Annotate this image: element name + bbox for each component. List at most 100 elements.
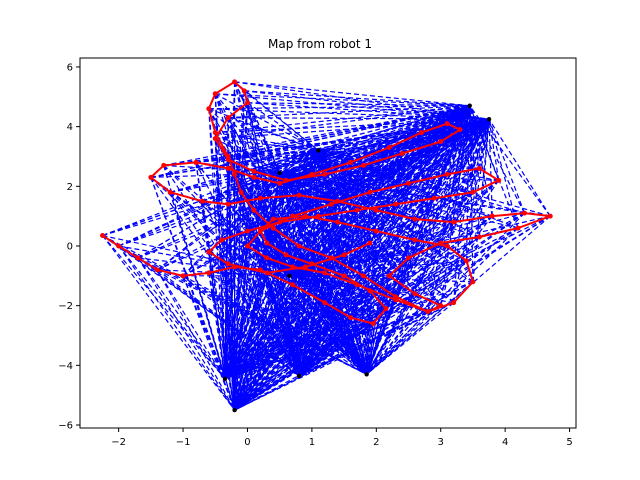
observation-edge	[221, 239, 290, 277]
observation-edge	[224, 198, 261, 379]
landmark-point	[232, 407, 237, 413]
trajectory-point	[161, 162, 167, 168]
observation-edge	[318, 149, 435, 199]
observation-edge	[318, 149, 551, 217]
observation-edge	[224, 272, 268, 379]
observation-edge	[298, 266, 307, 376]
observation-edge	[253, 209, 290, 277]
trajectory-point	[383, 306, 389, 312]
y-tick-label: 4	[67, 122, 73, 133]
observation-edge	[395, 105, 471, 205]
trajectory-point	[412, 291, 418, 297]
observation-edge	[247, 118, 490, 247]
observation-edge	[215, 93, 470, 107]
observation-edge	[279, 172, 499, 181]
trajectory-point	[277, 219, 283, 225]
trajectory-point	[290, 264, 296, 270]
observation-edge	[289, 275, 396, 301]
observation-edge	[170, 149, 319, 193]
observation-edge	[247, 102, 319, 151]
trajectory-point	[225, 165, 231, 171]
trajectory-point	[296, 243, 302, 249]
trajectory-point	[373, 228, 379, 234]
observation-edge	[227, 105, 471, 265]
observation-edge	[375, 105, 471, 211]
observation-edge	[195, 161, 280, 174]
observation-edge	[227, 105, 470, 205]
trajectory-point	[354, 282, 360, 288]
observation-edge	[234, 197, 435, 411]
trajectory-point	[425, 309, 431, 315]
observation-edge	[234, 81, 470, 107]
observation-edge	[246, 172, 281, 247]
y-tick-label: −6	[58, 421, 73, 432]
landmark-point	[287, 273, 292, 279]
observation-edge	[118, 105, 470, 247]
observation-edge	[266, 172, 281, 273]
observation-edge	[288, 215, 319, 277]
trajectory-point	[463, 258, 469, 264]
observation-edge	[259, 198, 290, 277]
observation-edge	[234, 281, 474, 411]
observation-edge	[201, 201, 226, 379]
observation-edge	[279, 150, 319, 223]
observation-edge	[227, 263, 368, 375]
observation-edge	[221, 239, 300, 377]
observation-edge	[298, 209, 377, 377]
trajectory-point	[354, 207, 360, 213]
observation-edge	[369, 118, 490, 244]
observation-edge	[289, 167, 480, 277]
observation-edge	[221, 105, 470, 241]
trajectory-point	[341, 252, 347, 258]
observation-edge	[279, 172, 480, 238]
y-tick-label: 0	[67, 241, 73, 252]
trajectory-point	[244, 100, 250, 106]
trajectory-point	[476, 165, 482, 171]
observation-edge	[289, 215, 551, 277]
landmark-point	[316, 148, 321, 153]
observation-edge	[224, 182, 409, 380]
ticks-layer: −2 −1 0 1 2 3 4 5 −6 −4 −2 0 2 4 6	[58, 62, 572, 448]
observation-edge	[292, 266, 368, 375]
trajectory-point	[100, 233, 106, 239]
trajectory-point	[309, 171, 315, 177]
observation-edge	[195, 118, 490, 164]
trajectory-point	[418, 130, 424, 136]
observation-edge	[305, 118, 490, 268]
trajectory-point	[328, 201, 334, 207]
observation-edge	[279, 172, 409, 259]
trajectory-point	[547, 213, 553, 219]
trajectory-point	[309, 261, 315, 267]
observation-edge	[215, 93, 490, 120]
observation-edge	[366, 236, 480, 375]
observation-edge	[366, 302, 454, 375]
trajectory-point	[251, 168, 257, 174]
observation-edge	[433, 105, 471, 199]
x-tick-label: 1	[309, 437, 315, 448]
trajectory-point	[180, 273, 186, 279]
observation-edge	[247, 102, 470, 107]
observation-edge	[156, 269, 226, 380]
observation-edge	[224, 215, 319, 380]
trajectory-layer	[100, 79, 553, 327]
observation-edge	[234, 203, 332, 411]
observation-edge	[279, 222, 300, 376]
observation-edge	[234, 293, 416, 411]
observation-edge	[150, 118, 490, 178]
observation-edge	[356, 210, 368, 375]
x-tick-label: 0	[244, 437, 250, 448]
trajectory-point	[470, 279, 476, 285]
observation-edge	[366, 192, 371, 375]
trajectory-point	[154, 267, 160, 273]
y-tick-label: 2	[67, 182, 73, 193]
trajectory-point	[238, 189, 244, 195]
observation-edge	[289, 212, 525, 277]
observation-edge	[317, 150, 442, 307]
observation-edge	[259, 230, 368, 375]
observation-edge	[202, 172, 280, 202]
trajectory-point	[386, 273, 392, 279]
observation-edge	[137, 257, 290, 277]
trajectory-point	[438, 139, 444, 145]
trajectory-point	[367, 189, 373, 195]
observation-edge	[224, 203, 332, 380]
